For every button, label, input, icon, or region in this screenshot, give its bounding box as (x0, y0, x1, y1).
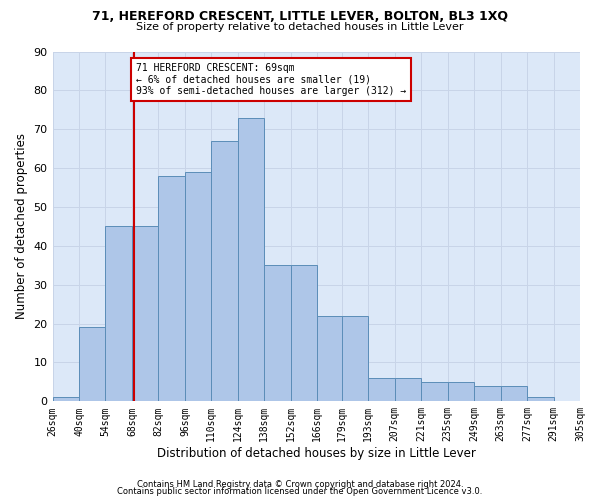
Text: 71 HEREFORD CRESCENT: 69sqm
← 6% of detached houses are smaller (19)
93% of semi: 71 HEREFORD CRESCENT: 69sqm ← 6% of deta… (136, 63, 406, 96)
Bar (211, 141, 238, 402)
X-axis label: Distribution of detached houses by size in Little Lever: Distribution of detached houses by size … (157, 447, 476, 460)
Bar (580, 398, 600, 402)
Bar (79, 328, 106, 402)
Bar (291, 266, 317, 402)
Text: Contains public sector information licensed under the Open Government Licence v3: Contains public sector information licen… (118, 487, 482, 496)
Bar (317, 316, 344, 402)
Bar (474, 386, 500, 402)
Bar (448, 382, 474, 402)
Bar (395, 378, 421, 402)
Bar (421, 382, 448, 402)
Text: Contains HM Land Registry data © Crown copyright and database right 2024.: Contains HM Land Registry data © Crown c… (137, 480, 463, 489)
Bar (106, 226, 132, 402)
Bar (132, 226, 158, 402)
Bar (500, 386, 527, 402)
Text: Size of property relative to detached houses in Little Lever: Size of property relative to detached ho… (136, 22, 464, 32)
Bar (368, 378, 395, 402)
Bar (53, 398, 79, 402)
Bar (238, 118, 264, 402)
Y-axis label: Number of detached properties: Number of detached properties (15, 134, 28, 320)
Bar (185, 172, 211, 402)
Bar (527, 398, 554, 402)
Bar (158, 176, 185, 402)
Bar (342, 316, 368, 402)
Text: 71, HEREFORD CRESCENT, LITTLE LEVER, BOLTON, BL3 1XQ: 71, HEREFORD CRESCENT, LITTLE LEVER, BOL… (92, 10, 508, 23)
Bar (264, 266, 291, 402)
